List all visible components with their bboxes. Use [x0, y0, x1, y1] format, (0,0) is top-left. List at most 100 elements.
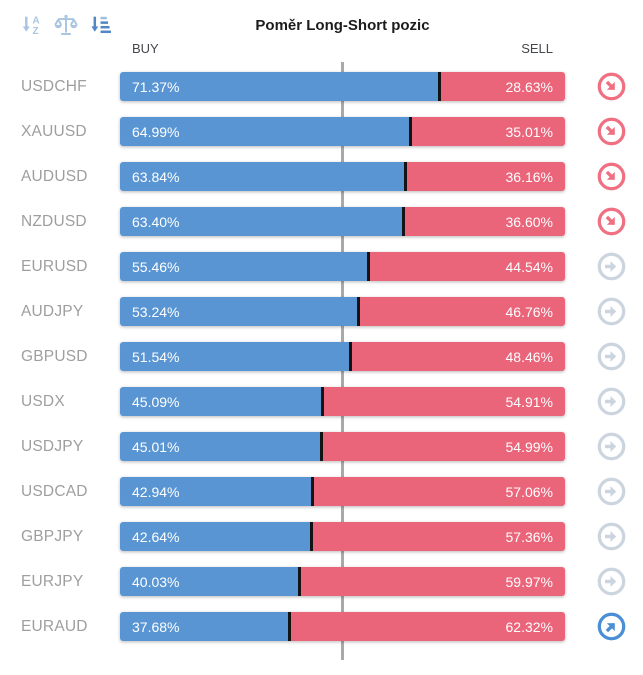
ratio-bar[interactable]: 63.84% 36.16%: [120, 162, 565, 191]
buy-percent: 63.84%: [132, 168, 180, 185]
sell-bar: 46.76%: [356, 297, 565, 326]
pair-row: USDCAD 42.94% 57.06%: [0, 469, 643, 514]
buy-bar: 40.03%: [120, 567, 299, 596]
buy-percent: 42.94%: [132, 483, 180, 500]
buy-bar: 42.64%: [120, 522, 310, 551]
sell-bar: 35.01%: [409, 117, 565, 146]
sell-bar: 28.63%: [437, 72, 565, 101]
trend-neutral-icon[interactable]: [597, 387, 626, 416]
pair-row: EURJPY 40.03% 59.97%: [0, 559, 643, 604]
buy-percent: 55.46%: [132, 258, 180, 275]
trend-neutral-icon[interactable]: [597, 297, 626, 326]
buy-percent: 45.09%: [132, 393, 180, 410]
sell-bar: 44.54%: [366, 252, 565, 281]
trend-neutral-icon[interactable]: [597, 567, 626, 596]
buy-bar: 64.99%: [120, 117, 410, 146]
balance-scale-icon[interactable]: [52, 11, 79, 38]
sell-percent: 48.46%: [505, 348, 553, 365]
buy-bar: 71.37%: [120, 72, 438, 101]
pair-row: EURUSD 55.46% 44.54%: [0, 244, 643, 289]
pair-label: GBPUSD: [21, 347, 88, 365]
sell-percent: 28.63%: [505, 78, 553, 95]
trend-down-icon[interactable]: [597, 162, 626, 191]
ratio-bar[interactable]: 40.03% 59.97%: [120, 567, 565, 596]
ratio-bar[interactable]: 64.99% 35.01%: [120, 117, 565, 146]
sell-bar: 57.06%: [311, 477, 565, 506]
buy-bar: 45.01%: [120, 432, 321, 461]
trend-up-icon[interactable]: [597, 612, 626, 641]
sell-percent: 35.01%: [505, 123, 553, 140]
trend-down-icon[interactable]: [597, 117, 626, 146]
ratio-bar[interactable]: 45.09% 54.91%: [120, 387, 565, 416]
pair-label: EURUSD: [21, 257, 88, 275]
sell-percent: 46.76%: [505, 303, 553, 320]
buy-bar: 63.84%: [120, 162, 405, 191]
sell-percent: 54.91%: [505, 393, 553, 410]
pair-label: AUDUSD: [21, 167, 88, 185]
sell-bar: 54.91%: [320, 387, 565, 416]
buy-bar: 55.46%: [120, 252, 367, 281]
buy-percent: 71.37%: [132, 78, 180, 95]
sell-bar: 57.36%: [309, 522, 565, 551]
sell-percent: 62.32%: [505, 618, 553, 635]
trend-neutral-icon[interactable]: [597, 522, 626, 551]
trend-down-icon[interactable]: [597, 72, 626, 101]
sell-column-header: SELL: [521, 41, 553, 56]
sell-percent: 57.06%: [505, 483, 553, 500]
buy-percent: 53.24%: [132, 303, 180, 320]
pair-label: NZDUSD: [21, 212, 87, 230]
pair-row: USDJPY 45.01% 54.99%: [0, 424, 643, 469]
sell-percent: 44.54%: [505, 258, 553, 275]
ratio-bar[interactable]: 51.54% 48.46%: [120, 342, 565, 371]
buy-percent: 42.64%: [132, 528, 180, 545]
pair-row: GBPUSD 51.54% 48.46%: [0, 334, 643, 379]
sell-percent: 59.97%: [505, 573, 553, 590]
buy-percent: 64.99%: [132, 123, 180, 140]
ratio-bar[interactable]: 42.64% 57.36%: [120, 522, 565, 551]
sell-bar: 48.46%: [349, 342, 565, 371]
long-short-chart: USDCHF 71.37% 28.63% XAUUSD 64.99% 35.01…: [0, 62, 643, 660]
svg-text:A: A: [33, 15, 40, 26]
pair-label: USDX: [21, 392, 65, 410]
pair-row: USDX 45.09% 54.91%: [0, 379, 643, 424]
trend-neutral-icon[interactable]: [597, 477, 626, 506]
trend-neutral-icon[interactable]: [597, 432, 626, 461]
ratio-bar[interactable]: 45.01% 54.99%: [120, 432, 565, 461]
pair-row: NZDUSD 63.40% 36.60%: [0, 199, 643, 244]
buy-bar: 37.68%: [120, 612, 288, 641]
buy-bar: 45.09%: [120, 387, 321, 416]
ratio-bar[interactable]: 53.24% 46.76%: [120, 297, 565, 326]
chart-title: Poměr Long-Short pozic: [255, 17, 430, 34]
pair-row: USDCHF 71.37% 28.63%: [0, 64, 643, 109]
buy-percent: 63.40%: [132, 213, 180, 230]
ratio-bar[interactable]: 55.46% 44.54%: [120, 252, 565, 281]
sell-percent: 54.99%: [505, 438, 553, 455]
pair-row: GBPJPY 42.64% 57.36%: [0, 514, 643, 559]
ratio-bar[interactable]: 71.37% 28.63%: [120, 72, 565, 101]
trend-neutral-icon[interactable]: [597, 342, 626, 371]
ratio-bar[interactable]: 63.40% 36.60%: [120, 207, 565, 236]
sell-bar: 62.32%: [287, 612, 565, 641]
pair-label: GBPJPY: [21, 527, 84, 545]
pair-label: EURJPY: [21, 572, 84, 590]
pair-label: USDJPY: [21, 437, 84, 455]
pair-label: XAUUSD: [21, 122, 87, 140]
toolbar: A Z: [18, 11, 113, 38]
buy-bar: 63.40%: [120, 207, 403, 236]
sort-alphabetical-icon[interactable]: A Z: [18, 11, 45, 38]
sell-bar: 36.60%: [402, 207, 565, 236]
pair-label: EURAUD: [21, 617, 88, 635]
buy-bar: 53.24%: [120, 297, 357, 326]
ratio-bar[interactable]: 42.94% 57.06%: [120, 477, 565, 506]
trend-neutral-icon[interactable]: [597, 252, 626, 281]
sell-percent: 36.60%: [505, 213, 553, 230]
svg-text:Z: Z: [33, 26, 39, 37]
trend-down-icon[interactable]: [597, 207, 626, 236]
ratio-bar[interactable]: 37.68% 62.32%: [120, 612, 565, 641]
buy-column-header: BUY: [132, 41, 159, 56]
buy-percent: 37.68%: [132, 618, 180, 635]
sort-by-amount-icon[interactable]: [86, 11, 113, 38]
pair-rows: USDCHF 71.37% 28.63% XAUUSD 64.99% 35.01…: [0, 64, 643, 649]
buy-percent: 40.03%: [132, 573, 180, 590]
pair-row: XAUUSD 64.99% 35.01%: [0, 109, 643, 154]
